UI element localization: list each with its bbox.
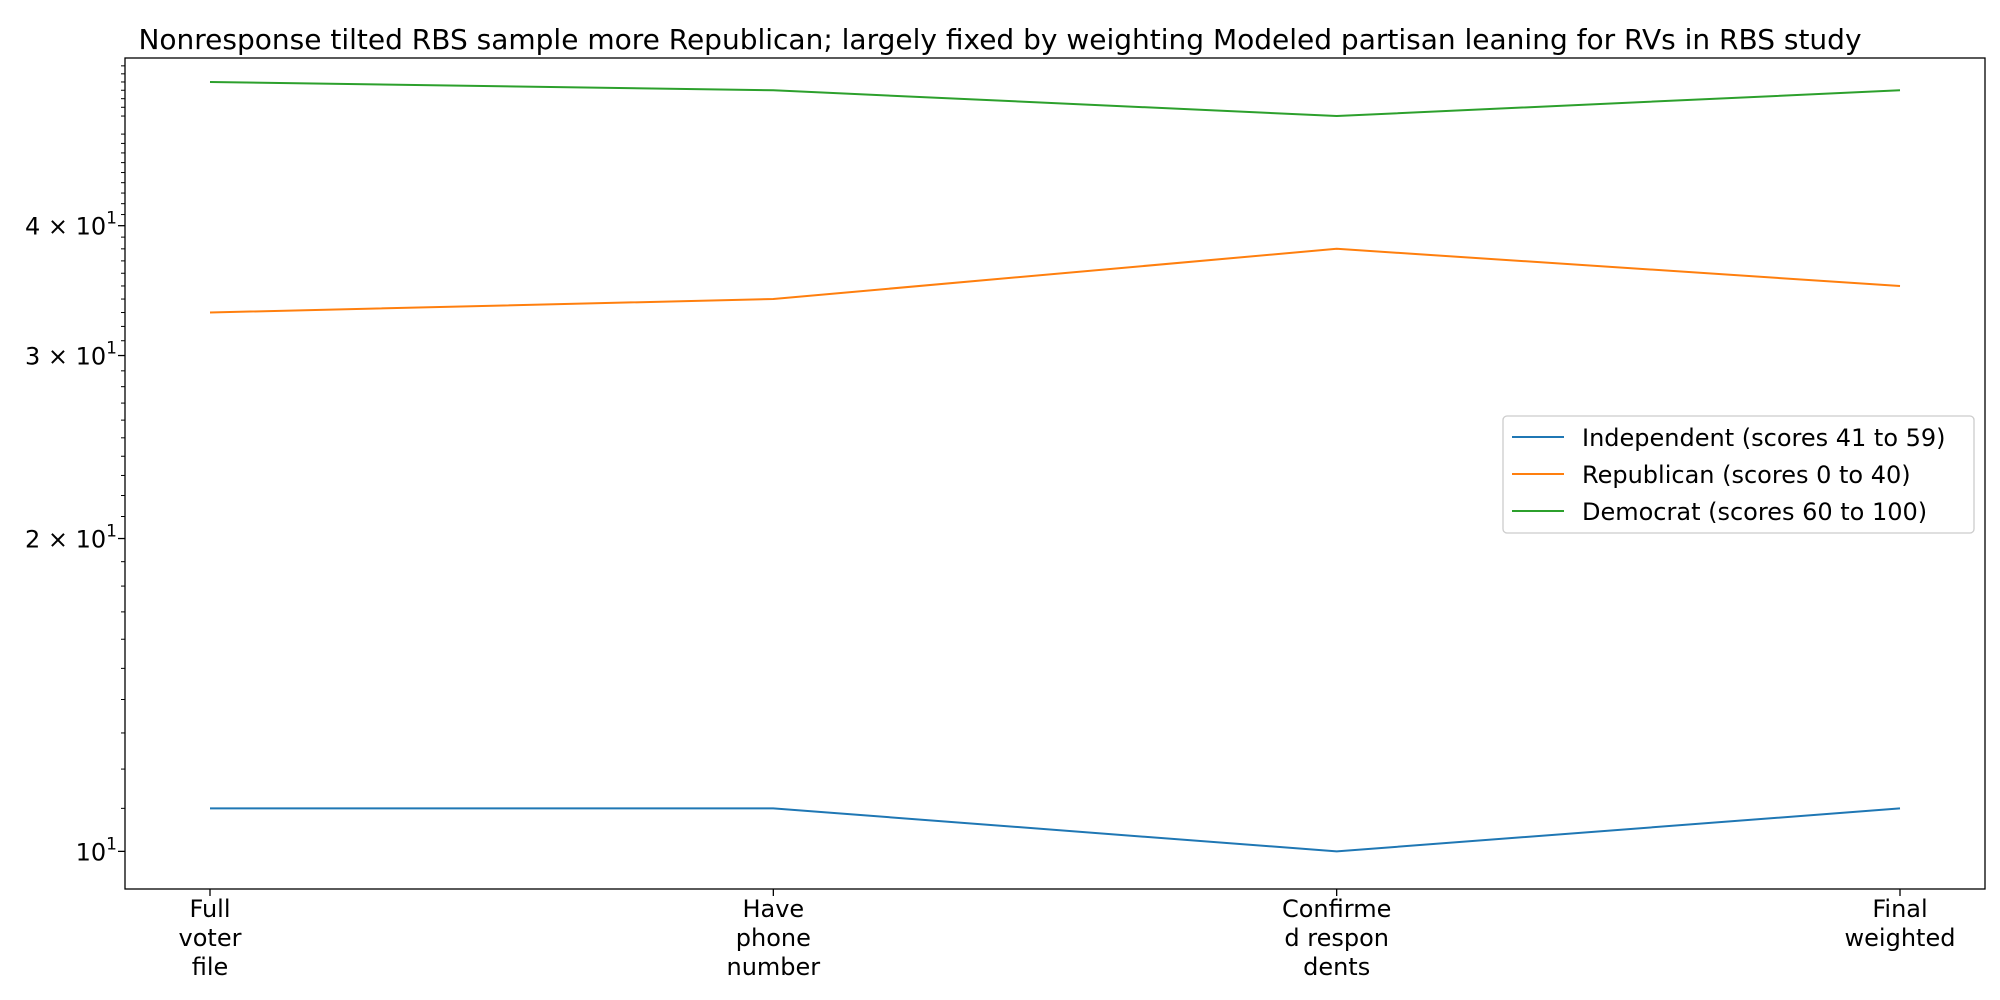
y-tick-label: 3 × 101: [25, 339, 117, 371]
plot-frame: [124, 57, 1986, 890]
x-tick-label: Have phone number: [726, 895, 820, 981]
legend-label: Democrat (scores 60 to 100): [1582, 498, 1927, 526]
series-line-3: [209, 81, 1901, 118]
x-tick-label: Final weighted: [1845, 895, 1956, 952]
x-tick-label: Confirme d respon dents: [1282, 895, 1391, 981]
y-tick-label: 101: [76, 834, 117, 866]
legend: Independent (scores 41 to 59) Republican …: [1502, 415, 1975, 534]
x-tick-label: Full voter file: [179, 895, 242, 981]
y-tick-label: 4 × 101: [25, 209, 117, 241]
legend-label: Republican (scores 0 to 40): [1582, 461, 1911, 489]
chart-title: Nonresponse tilted RBS sample more Repub…: [138, 23, 1861, 56]
series-line-1: [210, 807, 1901, 853]
y-tick-label: 2 × 101: [25, 522, 117, 554]
legend-label: Independent (scores 41 to 59): [1582, 424, 1946, 452]
series-line-2: [209, 247, 1901, 314]
legend-box: [1502, 415, 1975, 534]
